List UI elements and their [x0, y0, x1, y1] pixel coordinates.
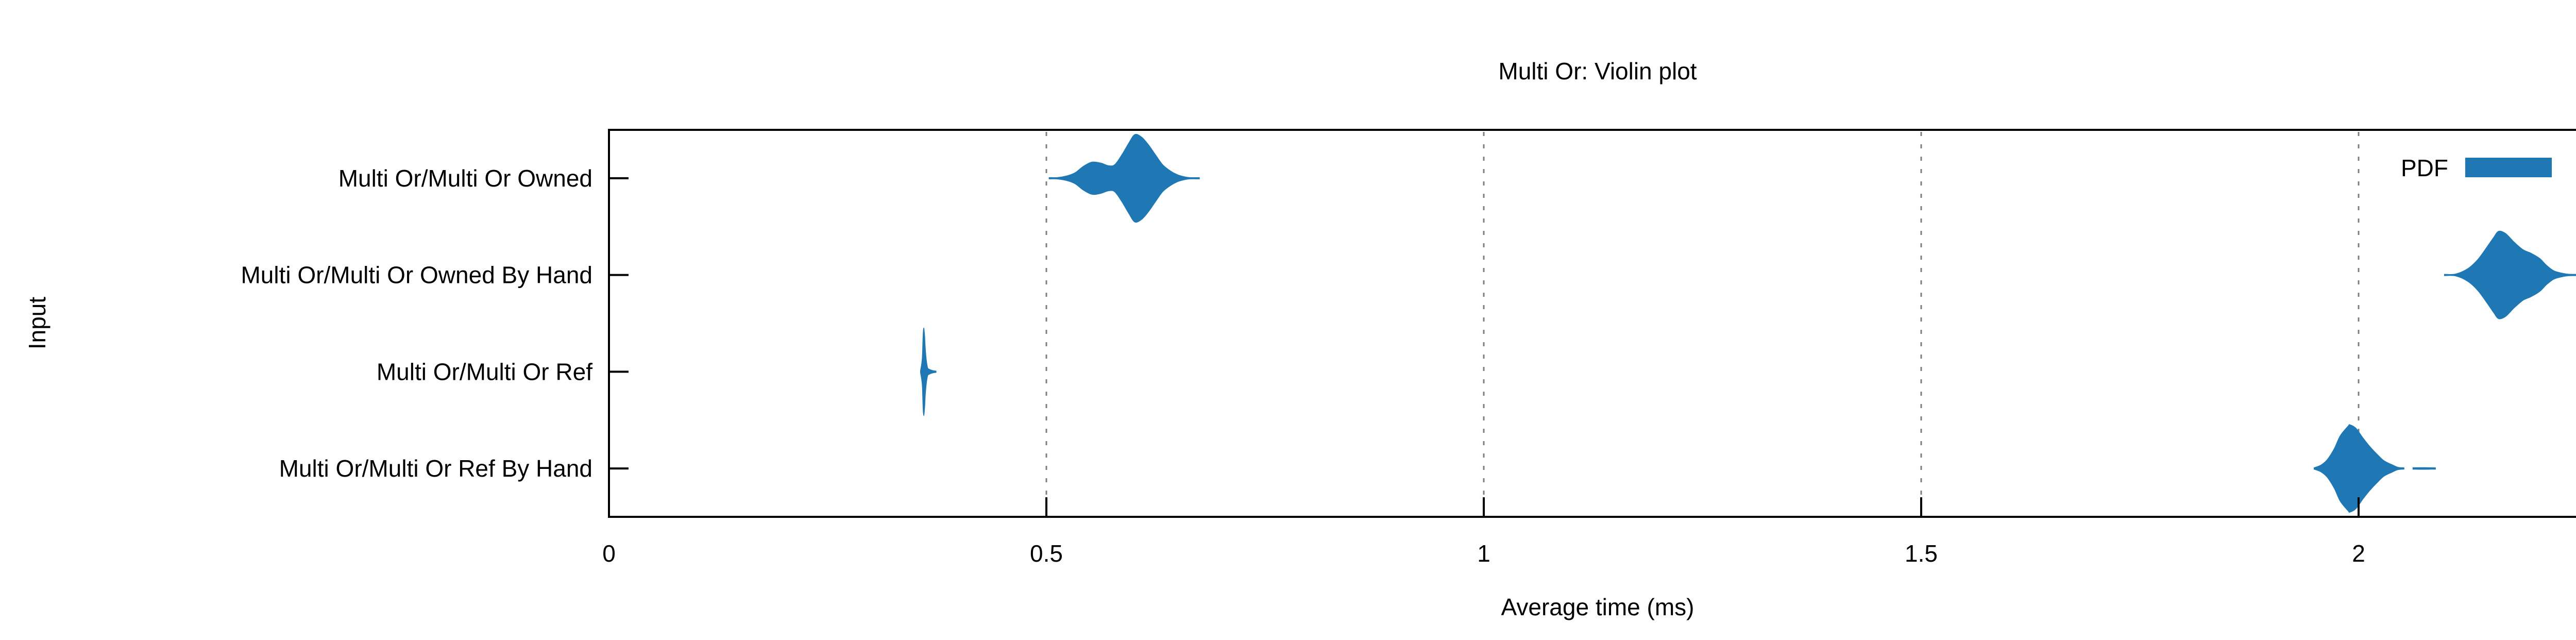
x-tick-label-1.5: 1.5: [1905, 540, 1938, 567]
x-tick-labels: 0 0.5 1 1.5 2: [602, 540, 2365, 567]
x-tick-label-2: 2: [2352, 540, 2365, 567]
axis-ticks: [608, 177, 2360, 517]
y-category-label: Multi Or/Multi Or Ref By Hand: [279, 455, 592, 482]
violin-multi-or-multi-or-ref-by-hand: [2313, 424, 2404, 513]
y-category-label: Multi Or/Multi Or Owned By Hand: [241, 262, 592, 289]
x-tick-label-0: 0: [602, 540, 616, 567]
violin-multi-or-multi-or-owned: [1048, 133, 1200, 223]
chart-title: Multi Or: Violin plot: [1498, 58, 1697, 85]
legend-swatch-pdf: [2465, 158, 2552, 177]
violin-multi-or-multi-or-owned-by-hand: [2444, 230, 2576, 319]
plot-border: [608, 129, 2576, 518]
violin-multi-or-multi-or-ref: [920, 327, 937, 416]
legend-label: PDF: [2401, 155, 2448, 181]
x-axis-label: Average time (ms): [1501, 594, 1694, 620]
violin-multi-or-multi-or-ref-by-hand: [2412, 467, 2436, 470]
gridlines: [1045, 132, 2360, 515]
legend: PDF: [2401, 155, 2552, 181]
x-tick-label-1: 1: [1477, 540, 1490, 567]
x-tick-label-0.5: 0.5: [1030, 540, 1063, 567]
violins: [920, 133, 2576, 513]
y-tick-labels: Multi Or/Multi Or Owned Multi Or/Multi Or…: [241, 165, 592, 482]
y-axis-label: Input: [24, 297, 50, 350]
y-category-label: Multi Or/Multi Or Ref: [377, 358, 592, 385]
y-category-label: Multi Or/Multi Or Owned: [338, 165, 592, 192]
